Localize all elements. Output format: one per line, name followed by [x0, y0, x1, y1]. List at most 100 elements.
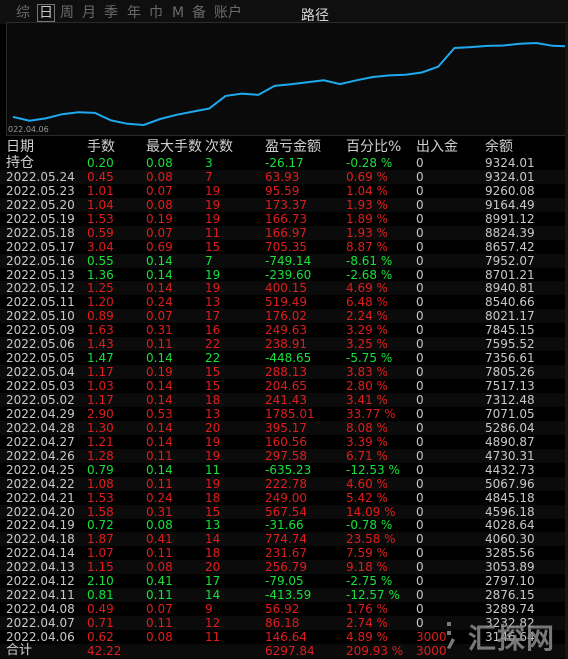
table-row[interactable]: 2022.04.14 1.07 0.11 18 231.67 7.59 % 0 3285.56	[0, 546, 568, 560]
cell-date: 2022.05.09	[6, 323, 75, 338]
cell-bal: 3232.82	[485, 616, 535, 631]
column-header[interactable]: 手数	[87, 139, 115, 155]
cell-count: 11	[205, 462, 221, 477]
cell-pct: -0.28 %	[346, 156, 393, 170]
cell-io: 0	[416, 239, 424, 254]
table-row[interactable]: 2022.05.24 0.45 0.08 7 63.93 0.69 % 0 9324.01	[0, 169, 568, 184]
column-header[interactable]: 出入金	[416, 139, 458, 155]
cell-bal: 7312.48	[485, 392, 535, 407]
column-header[interactable]: 余额	[485, 139, 513, 155]
tab-2[interactable]: 周	[60, 5, 74, 21]
cell-pct: 3.25 %	[346, 337, 388, 352]
cell-pl: -26.17	[265, 156, 304, 170]
column-header[interactable]: 日期	[6, 139, 34, 155]
cell-pct: 3.29 %	[346, 323, 388, 338]
table-row[interactable]: 2022.05.05 1.47 0.14 22 -448.65 -5.75 % 0 7356.…	[0, 351, 568, 365]
cell-bal: 8701.21	[485, 267, 535, 282]
cell-pl: 297.58	[265, 448, 307, 463]
table-row[interactable]: 2022.05.10 0.89 0.07 17 176.02 2.24 % 0 8021.17	[0, 309, 568, 324]
table-row[interactable]: 2022.04.29 2.90 0.53 13 1785.01 33.77 % 0 7071.…	[0, 407, 568, 421]
table-row[interactable]: 2022.04.25 0.79 0.14 11 -635.23 -12.53 % 0 4432…	[0, 463, 568, 477]
equity-line	[12, 41, 568, 127]
cell-hands: 1.03	[87, 379, 114, 394]
column-header[interactable]: 盈亏金额	[265, 139, 321, 155]
table-row[interactable]: 2022.04.28 1.30 0.14 20 395.17 8.08 % 0 5286.04	[0, 420, 568, 435]
cell-hands: 1.87	[87, 532, 114, 547]
cell-pct: 6.48 %	[346, 295, 388, 310]
column-header[interactable]: 百分比%	[346, 139, 402, 155]
table-row[interactable]: 2022.04.19 0.72 0.08 13 -31.66 -0.78 % 0 4028.6…	[0, 518, 568, 532]
table-row[interactable]: 2022.05.11 1.20 0.24 13 519.49 6.48 % 0 8540.66	[0, 295, 568, 309]
cell-bal: 5067.96	[485, 476, 535, 491]
cell-max: 0.14	[146, 351, 173, 366]
tab-7[interactable]: M	[172, 5, 185, 21]
tab-0[interactable]: 综	[16, 5, 30, 21]
cell-max: 0.41	[146, 532, 173, 547]
cell-hands: 1.53	[87, 211, 114, 226]
cell-date: 2022.04.21	[6, 490, 75, 505]
cell-date: 2022.05.20	[6, 197, 75, 212]
tab-4[interactable]: 季	[104, 5, 118, 21]
table-row[interactable]: 2022.05.19 1.53 0.19 19 166.73 1.89 % 0 8991.12	[0, 212, 568, 226]
cell-hands: 0.81	[87, 588, 114, 603]
cell-pl: -749.14	[265, 253, 312, 268]
equity-curve-chart	[6, 22, 568, 136]
cell-date: 2022.04.13	[6, 560, 75, 575]
table-row[interactable]: 2022.04.22 1.08 0.11 19 222.78 4.60 % 0 5067.96	[0, 476, 568, 491]
table-row[interactable]: 2022.04.27 1.21 0.14 19 160.56 3.39 % 0 4890.87	[0, 435, 568, 449]
window-edge	[565, 24, 568, 659]
cell-pl: 146.64	[265, 629, 307, 644]
watermark-logo-icon	[447, 622, 455, 649]
tab-8[interactable]: 备	[192, 5, 206, 21]
cell-max: 0.41	[146, 574, 173, 589]
cell-io: 0	[416, 406, 424, 421]
table-row[interactable]: 2022.05.23 1.01 0.07 19 95.59 1.04 % 0 9260.08	[0, 184, 568, 198]
table-row[interactable]: 2022.05.20 1.04 0.08 19 173.37 1.93 % 0 9164.49	[0, 197, 568, 212]
table-row[interactable]: 2022.04.26 1.28 0.11 19 297.58 6.71 % 0 4730.31	[0, 448, 568, 463]
cell-pct: 1.93 %	[346, 197, 388, 212]
tab-9[interactable]: 账户	[214, 5, 242, 21]
table-row[interactable]: 2022.04.18 1.87 0.41 14 774.74 23.58 % 0 4060.3…	[0, 532, 568, 547]
table-row[interactable]: 2022.04.07 0.71 0.11 12 86.18 2.74 % 0 3232.82	[0, 616, 568, 631]
table-row[interactable]: 2022.05.12 1.25 0.14 19 400.15 4.69 % 0 8940.81	[0, 281, 568, 296]
table-row[interactable]: 2022.05.09 1.63 0.31 16 249.63 3.29 % 0 7845.15	[0, 323, 568, 337]
cell-pl: -239.60	[265, 267, 312, 282]
table-row[interactable]: 2022.04.12 2.10 0.41 17 -79.05 -2.75 % 0 2797.1…	[0, 574, 568, 588]
cell-bal: 4060.30	[485, 532, 535, 547]
tab-6[interactable]: 巾	[149, 5, 163, 21]
table-row[interactable]: 2022.05.04 1.17 0.19 15 288.13 3.83 % 0 7805.26	[0, 365, 568, 380]
cell-date: 2022.04.19	[6, 518, 75, 533]
table-row[interactable]: 2022.04.11 0.81 0.11 14 -413.59 -12.57 % 0 2876…	[0, 588, 568, 603]
cell-pct: -8.61 %	[346, 253, 393, 268]
cell-pct: -12.57 %	[346, 588, 400, 603]
table-row[interactable]: 2022.05.13 1.36 0.14 19 -239.60 -2.68 % 0 8701.…	[0, 268, 568, 282]
cell-pct: 4.89 %	[346, 629, 388, 644]
table-row-hold[interactable]: 持仓 0.20 0.08 3 -26.17 -0.28 % 0 9324.01	[0, 156, 568, 170]
table-row[interactable]: 2022.05.16 0.55 0.14 7 -749.14 -8.61 % 0 7952.0…	[0, 253, 568, 268]
tab-1[interactable]: 日	[37, 4, 55, 22]
cell-count: 17	[205, 574, 221, 589]
table-row[interactable]: 2022.05.06 1.43 0.11 22 238.91 3.25 % 0 7595.52	[0, 337, 568, 352]
cell-io: 3000	[416, 643, 447, 658]
cell-max: 0.08	[146, 169, 173, 184]
table-row[interactable]: 2022.05.03 1.03 0.14 15 204.65 2.80 % 0 7517.13	[0, 379, 568, 393]
table-row[interactable]: 2022.04.06 0.62 0.08 11 146.64 4.89 % 3000 3146…	[0, 630, 568, 644]
cell-hands: 0.49	[87, 602, 114, 617]
column-header[interactable]: 最大手数	[146, 139, 202, 155]
cell-bal: 9324.01	[485, 156, 535, 170]
table-row[interactable]: 2022.05.17 3.04 0.69 15 705.35 8.87 % 0 8657.42	[0, 240, 568, 254]
cell-pct: 6.71 %	[346, 448, 388, 463]
table-row[interactable]: 2022.04.20 1.58 0.31 15 567.54 14.09 % 0 4596.1…	[0, 504, 568, 519]
table-row-total[interactable]: 合计 42.22 6297.84 209.93 % 3000	[0, 643, 568, 658]
cell-pl: 6297.84	[265, 643, 315, 658]
table-row[interactable]: 2022.05.18 0.59 0.07 11 166.97 1.93 % 0 8824.39	[0, 225, 568, 240]
table-row[interactable]: 2022.04.21 1.53 0.24 18 249.00 5.42 % 0 4845.18	[0, 491, 568, 505]
table-row[interactable]: 2022.04.13 1.15 0.08 20 256.79 9.18 % 0 3053.89	[0, 560, 568, 575]
cell-hands: 1.08	[87, 476, 114, 491]
tab-3[interactable]: 月	[82, 5, 96, 21]
tab-5[interactable]: 年	[127, 5, 141, 21]
column-header[interactable]: 次数	[205, 139, 233, 155]
table-row[interactable]: 2022.04.08 0.49 0.07 9 56.92 1.76 % 0 3289.74	[0, 602, 568, 616]
table-row[interactable]: 2022.05.02 1.17 0.14 18 241.43 3.41 % 0 7312.48	[0, 392, 568, 407]
cell-hands: 42.22	[87, 643, 122, 658]
